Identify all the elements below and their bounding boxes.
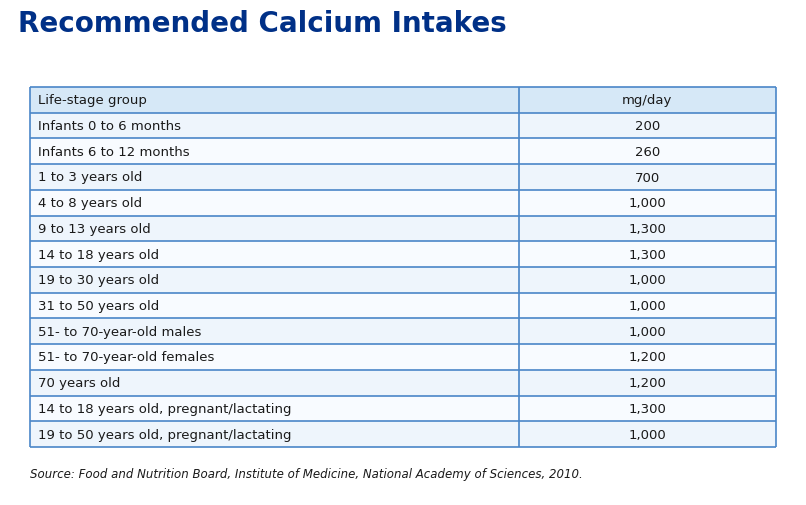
Bar [518,139,776,165]
Text: Recommended Calcium Intakes: Recommended Calcium Intakes [18,10,507,38]
Bar [518,370,776,396]
Text: 14 to 18 years old: 14 to 18 years old [38,248,159,261]
Bar [30,344,518,370]
Bar [30,88,518,114]
Bar [518,165,776,190]
Bar [518,344,776,370]
Bar [30,396,518,422]
Text: 1,200: 1,200 [629,351,667,364]
Text: 1,000: 1,000 [629,325,667,338]
Text: 1,300: 1,300 [629,402,667,415]
Text: 1,000: 1,000 [629,197,667,210]
Text: 70 years old: 70 years old [38,376,120,389]
Text: 200: 200 [634,120,660,133]
Text: 14 to 18 years old, pregnant/lactating: 14 to 18 years old, pregnant/lactating [38,402,292,415]
Text: mg/day: mg/day [622,94,672,107]
Text: 1,300: 1,300 [629,223,667,235]
Text: 260: 260 [634,145,660,159]
Bar [30,293,518,319]
Bar [518,293,776,319]
Bar [30,165,518,190]
Bar [30,370,518,396]
Text: 19 to 30 years old: 19 to 30 years old [38,274,159,287]
Text: 1,300: 1,300 [629,248,667,261]
Text: 700: 700 [634,171,660,184]
Text: 19 to 50 years old, pregnant/lactating: 19 to 50 years old, pregnant/lactating [38,428,292,441]
Bar [30,190,518,216]
Text: 1,000: 1,000 [629,274,667,287]
Bar [30,319,518,344]
Bar [518,190,776,216]
Text: 31 to 50 years old: 31 to 50 years old [38,299,160,313]
Text: Infants 0 to 6 months: Infants 0 to 6 months [38,120,181,133]
Bar [30,242,518,268]
Text: 51- to 70-year-old males: 51- to 70-year-old males [38,325,202,338]
Bar [30,268,518,293]
Bar [30,422,518,447]
Text: 4 to 8 years old: 4 to 8 years old [38,197,142,210]
Text: 9 to 13 years old: 9 to 13 years old [38,223,151,235]
Bar [518,319,776,344]
Bar [30,114,518,139]
Text: Infants 6 to 12 months: Infants 6 to 12 months [38,145,189,159]
Text: Source: Food and Nutrition Board, Institute of Medicine, National Academy of Sci: Source: Food and Nutrition Board, Instit… [30,467,583,480]
Bar [518,396,776,422]
Bar [30,139,518,165]
Text: 1 to 3 years old: 1 to 3 years old [38,171,143,184]
Bar [518,114,776,139]
Bar [518,242,776,268]
Bar [30,216,518,242]
Text: 1,200: 1,200 [629,376,667,389]
Bar [518,88,776,114]
Text: 51- to 70-year-old females: 51- to 70-year-old females [38,351,214,364]
Bar [518,216,776,242]
Text: Life-stage group: Life-stage group [38,94,147,107]
Text: 1,000: 1,000 [629,299,667,313]
Bar [518,422,776,447]
Text: 1,000: 1,000 [629,428,667,441]
Bar [518,268,776,293]
